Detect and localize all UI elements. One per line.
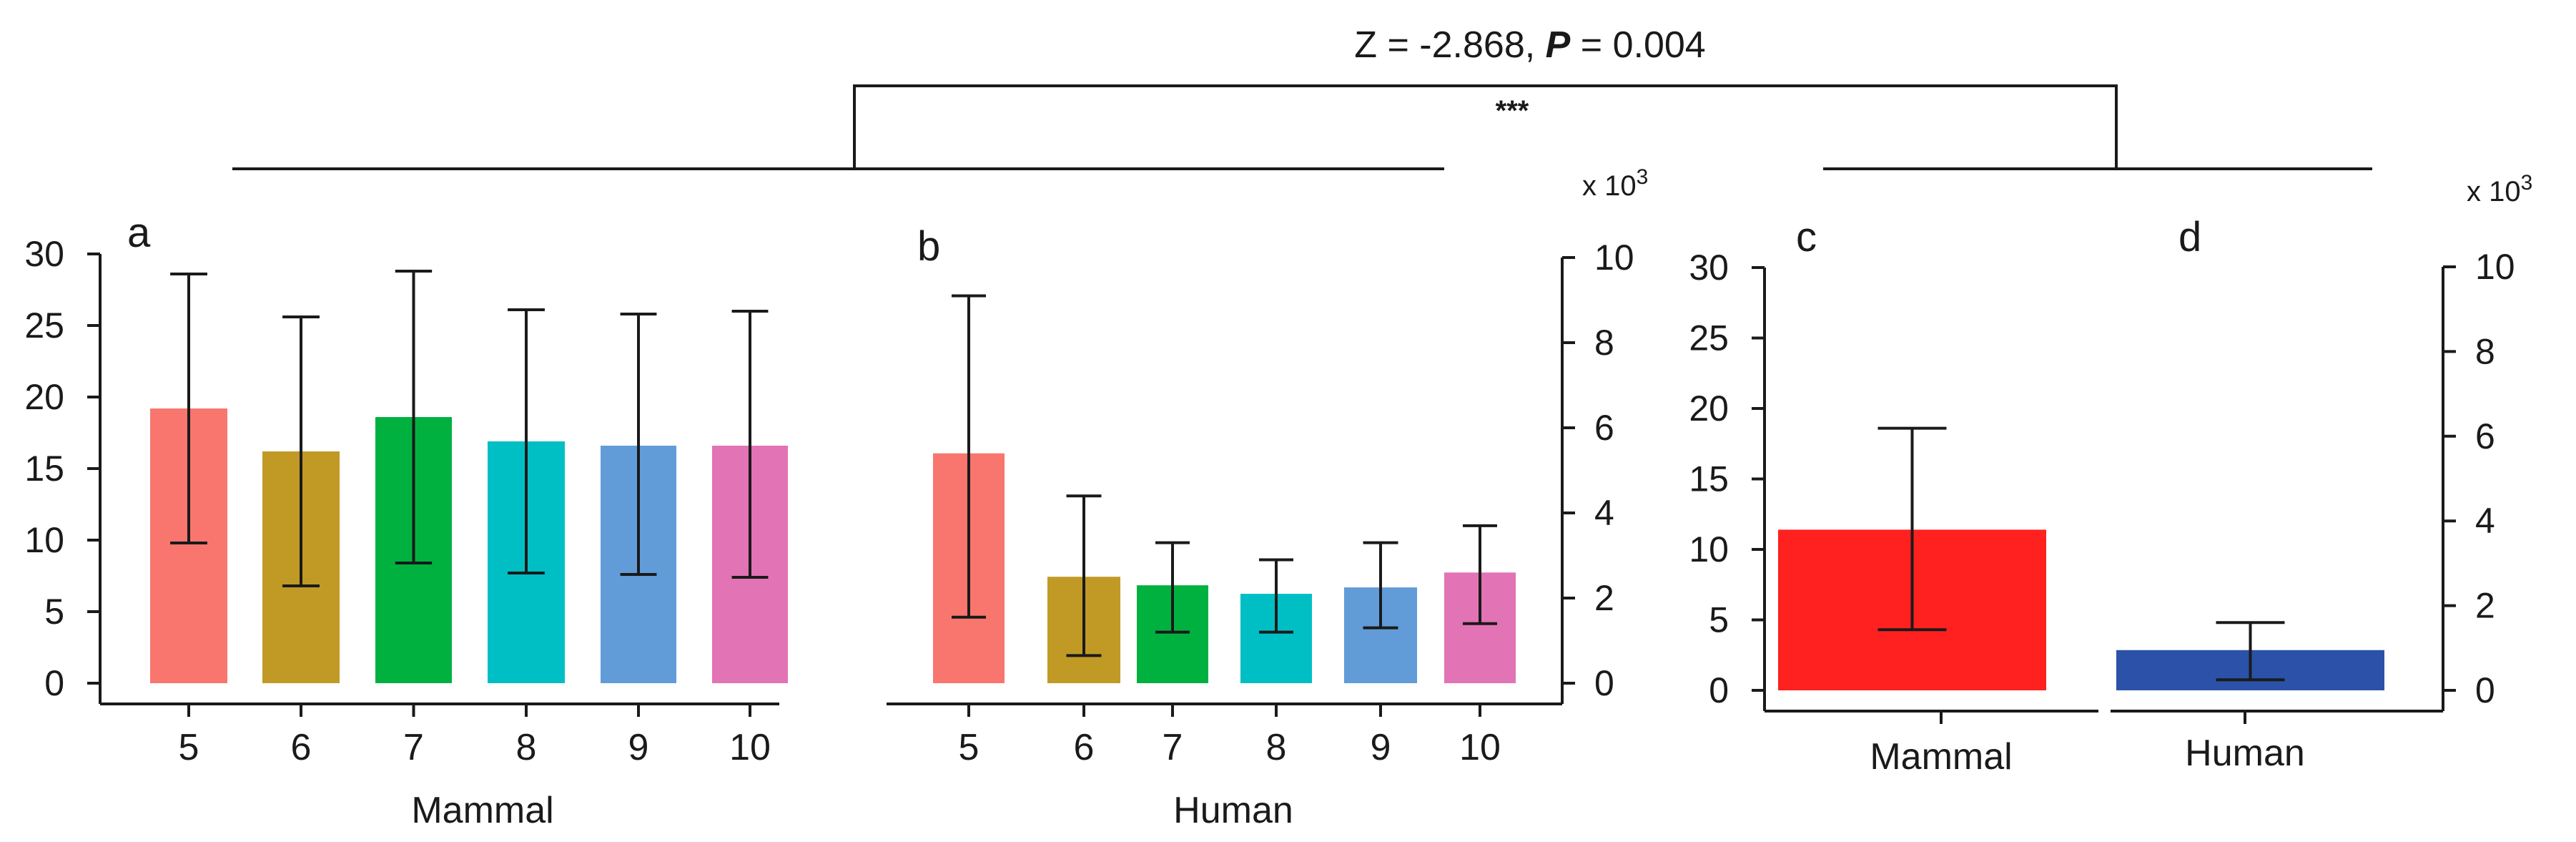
stat-test-text: Z = -2.868, P = 0.004 bbox=[1354, 24, 1705, 66]
y-tick-label: 0 bbox=[1709, 670, 1729, 710]
panel-b: b 0 2 4 6 8 10 x 103 5 6 7 8 9 10 Human bbox=[887, 165, 1648, 831]
y-tick-label: 10 bbox=[1594, 238, 1634, 278]
y-tick-label: 25 bbox=[1689, 318, 1729, 358]
x-tick-label: 6 bbox=[291, 727, 312, 768]
x-tick-label: 6 bbox=[1074, 727, 1095, 768]
y-tick-label: 2 bbox=[2475, 586, 2495, 626]
y-tick-label: 15 bbox=[1689, 459, 1729, 499]
panel-a: a 0 5 10 15 20 25 30 5 6 7 8 9 10 Mammal bbox=[24, 210, 788, 831]
x-tick-label: 5 bbox=[959, 727, 979, 768]
x-tick-label: 8 bbox=[516, 727, 537, 768]
x-axis-title: Human bbox=[1173, 790, 1293, 831]
y-tick-label: 15 bbox=[24, 449, 64, 489]
x-tick-label: 7 bbox=[403, 727, 424, 768]
y-tick-label: 30 bbox=[1689, 248, 1729, 288]
panel-label-a: a bbox=[127, 210, 151, 256]
y-tick-label: 20 bbox=[1689, 388, 1729, 429]
y-tick-label: 2 bbox=[1594, 578, 1614, 618]
y-tick-label: 6 bbox=[1594, 408, 1614, 448]
y-tick-label: 8 bbox=[1594, 323, 1614, 363]
x-tick-label: 9 bbox=[628, 727, 649, 768]
y-tick-label: 5 bbox=[1709, 600, 1729, 640]
y-tick-label: 5 bbox=[44, 592, 64, 632]
y-tick-label: 0 bbox=[2475, 670, 2495, 710]
panel-c: c 0 5 10 15 20 25 30 Mammal bbox=[1689, 214, 2098, 778]
x-tick-label: 10 bbox=[729, 727, 771, 768]
x-tick-label: 10 bbox=[1459, 727, 1501, 768]
p-label: P bbox=[1546, 24, 1571, 66]
y-tick-label: 4 bbox=[1594, 493, 1614, 533]
panel-d: d 0 2 4 6 8 10 x 103 Human bbox=[2111, 171, 2532, 774]
y-tick-label: 0 bbox=[44, 663, 64, 703]
significance-bracket bbox=[853, 84, 2118, 169]
panel-label-d: d bbox=[2178, 214, 2201, 260]
comparison-brackets bbox=[232, 84, 2372, 170]
y-tick-label: 0 bbox=[1594, 663, 1614, 703]
y-tick-label: 10 bbox=[1689, 529, 1729, 569]
y-tick-label: 8 bbox=[2475, 331, 2495, 371]
panel-label-c: c bbox=[1796, 214, 1817, 260]
x-tick-label: 8 bbox=[1266, 727, 1287, 768]
significance-stars: *** bbox=[1496, 95, 1529, 127]
x-tick-label: Mammal bbox=[1870, 736, 2012, 778]
y-tick-label: 6 bbox=[2475, 416, 2495, 456]
x-tick-label: 9 bbox=[1371, 727, 1391, 768]
y-tick-label: 20 bbox=[24, 377, 64, 417]
y-tick-label: 30 bbox=[24, 234, 64, 274]
panel-label-b: b bbox=[917, 223, 940, 270]
z-statistic: Z = -2.868, bbox=[1354, 24, 1545, 66]
y-tick-label: 25 bbox=[24, 305, 64, 346]
y-scale-label: x 103 bbox=[1582, 165, 1648, 202]
x-axis-title: Mammal bbox=[411, 790, 553, 831]
y-tick-label: 10 bbox=[2475, 247, 2515, 287]
y-scale-label: x 103 bbox=[2467, 171, 2532, 207]
y-tick-label: 10 bbox=[24, 520, 64, 560]
x-tick-label: 7 bbox=[1163, 727, 1183, 768]
y-tick-label: 4 bbox=[2475, 501, 2495, 541]
x-tick-label: Human bbox=[2185, 733, 2305, 774]
p-value: = 0.004 bbox=[1570, 24, 1705, 66]
x-tick-label: 5 bbox=[179, 727, 199, 768]
